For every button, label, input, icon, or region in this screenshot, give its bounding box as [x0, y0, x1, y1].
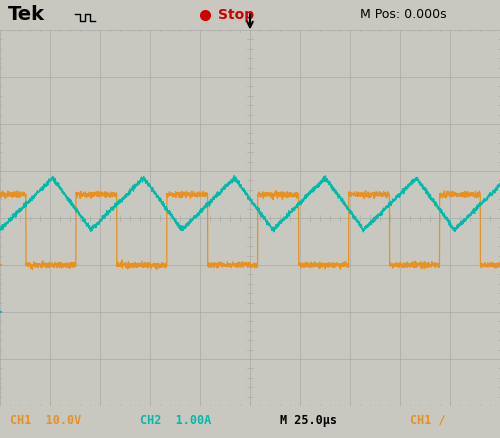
Text: Stop: Stop [218, 8, 254, 22]
Text: CH1 ∕: CH1 ∕ [410, 414, 446, 427]
Text: Tek: Tek [8, 6, 45, 25]
Text: M 25.0μs: M 25.0μs [280, 414, 337, 427]
Text: CH2  1.00A: CH2 1.00A [140, 414, 211, 427]
Text: CH1  10.0V: CH1 10.0V [10, 414, 81, 427]
Text: M Pos: 0.000s: M Pos: 0.000s [360, 8, 446, 21]
